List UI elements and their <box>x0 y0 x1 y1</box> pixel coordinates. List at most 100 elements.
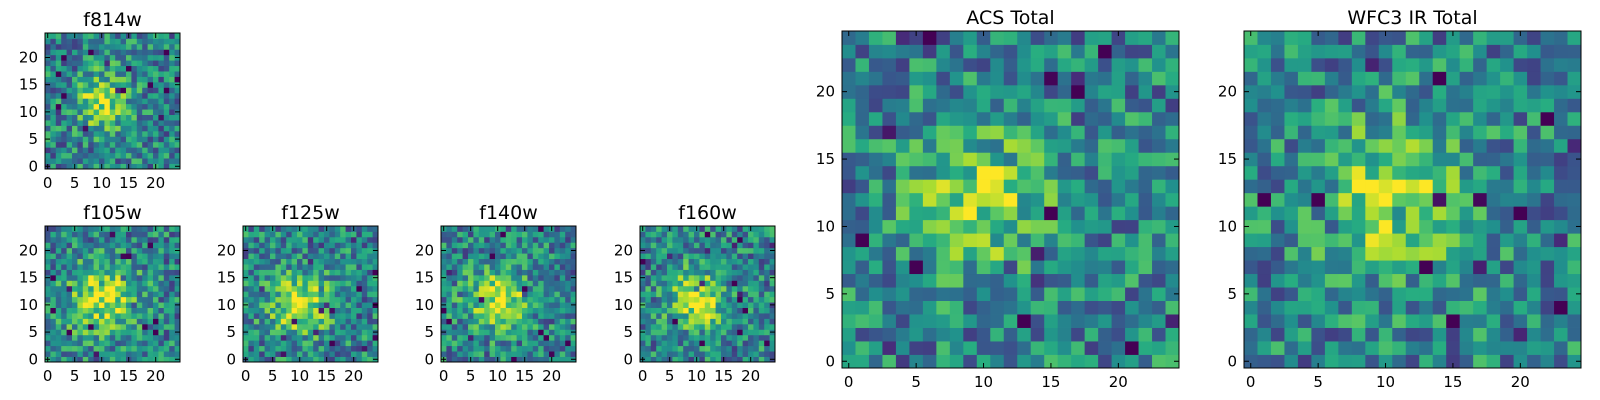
heatmap-cell <box>334 334 341 341</box>
heatmap-cell <box>109 307 116 314</box>
heatmap-cell <box>104 43 111 50</box>
heatmap-cell <box>248 280 255 287</box>
heatmap-cell <box>462 296 469 303</box>
heatmap-cell <box>489 231 496 238</box>
heatmap-cell <box>361 296 368 303</box>
heatmap-cell <box>710 291 716 298</box>
heatmap-cell <box>758 340 765 347</box>
heatmap-cell <box>559 296 566 303</box>
heatmap-cell <box>55 54 62 61</box>
heatmap-cell <box>88 92 94 99</box>
heatmap-cell <box>868 165 883 180</box>
heatmap-cell <box>1017 57 1032 72</box>
heatmap-cell <box>77 141 84 148</box>
heatmap-cell <box>704 318 711 325</box>
heatmap-cell <box>169 296 175 303</box>
heatmap-cell <box>120 302 127 308</box>
heatmap-cell <box>468 258 474 265</box>
heatmap-cell <box>489 318 496 325</box>
heatmap-cell <box>120 253 127 260</box>
heatmap-cell <box>1044 219 1059 234</box>
heatmap-cell <box>1017 152 1032 167</box>
heatmap-cell <box>77 98 84 105</box>
heatmap-cell <box>565 340 571 347</box>
heatmap-cell <box>661 334 668 341</box>
heatmap-cell <box>500 307 507 314</box>
heatmap-cell <box>82 253 89 260</box>
heatmap-cell <box>1500 287 1514 301</box>
heatmap-cell <box>500 318 507 325</box>
heatmap-cell <box>169 340 175 347</box>
heatmap-cell <box>667 296 673 303</box>
heatmap-cell <box>699 285 706 292</box>
heatmap-cell <box>243 307 249 314</box>
heatmap-cell <box>61 114 67 121</box>
heatmap-cell <box>104 136 111 143</box>
heatmap-cell <box>334 323 341 330</box>
heatmap-cell <box>527 351 534 357</box>
heatmap-cell <box>324 285 330 292</box>
heatmap-cell <box>949 219 964 234</box>
heatmap-cell <box>527 334 534 341</box>
heatmap-cell <box>1044 152 1059 167</box>
heatmap-cell <box>88 33 94 39</box>
heatmap-cell <box>710 307 716 314</box>
heatmap-cell <box>1365 125 1380 140</box>
heatmap-cell <box>45 65 51 72</box>
heatmap-cell <box>1084 192 1099 207</box>
heatmap-cell <box>532 329 539 336</box>
heatmap-cell <box>922 206 937 221</box>
heatmap-cell <box>527 313 534 319</box>
heatmap-cell <box>93 274 100 281</box>
heatmap-cell <box>115 38 121 45</box>
heatmap-cell <box>726 258 733 265</box>
heatmap-cell <box>142 158 148 164</box>
heatmap-cell <box>66 231 73 238</box>
heatmap-cell <box>489 340 496 347</box>
heatmap-cell <box>280 302 287 308</box>
heatmap-cell <box>61 130 67 137</box>
heatmap-cell <box>565 236 571 243</box>
heatmap-cell <box>109 247 116 254</box>
heatmap-cell <box>109 345 116 352</box>
heatmap-cell <box>50 103 57 110</box>
heatmap-cell <box>50 280 57 287</box>
heatmap-cell <box>356 226 363 232</box>
heatmap-cell <box>672 226 679 232</box>
heatmap-cell <box>120 274 127 281</box>
heatmap-cell <box>1473 31 1488 45</box>
heatmap-cell <box>882 273 897 288</box>
heatmap-cell <box>174 158 181 164</box>
heatmap-cell <box>50 329 57 336</box>
heatmap-cell <box>710 345 716 352</box>
heatmap-cell <box>715 231 722 238</box>
heatmap-cell <box>345 258 352 265</box>
heatmap-cell <box>554 323 561 330</box>
heatmap-cell <box>1111 273 1126 288</box>
heatmap-cell <box>291 247 298 254</box>
heatmap-cell <box>82 280 89 287</box>
heatmap-cell <box>1138 111 1153 126</box>
x-tick-label: 5 <box>911 373 921 391</box>
heatmap-cell <box>115 329 121 336</box>
heatmap-cell <box>511 356 517 363</box>
heatmap-cell <box>522 296 528 303</box>
heatmap-cell <box>270 269 276 276</box>
heatmap-cell <box>50 264 57 270</box>
heatmap-cell <box>1446 179 1461 194</box>
heatmap-cell <box>158 49 165 56</box>
heatmap-cell <box>1017 98 1032 113</box>
heatmap-cell <box>131 264 138 270</box>
heatmap-cell <box>50 334 57 341</box>
heatmap-cell <box>842 287 856 301</box>
heatmap-cell <box>748 351 754 357</box>
heatmap-cell <box>484 253 490 260</box>
heatmap-cell <box>565 291 571 298</box>
heatmap-cell <box>570 307 577 314</box>
heatmap-cell <box>163 253 170 260</box>
heatmap-cell <box>1003 111 1018 126</box>
heatmap-cell <box>77 60 84 67</box>
heatmap-cell <box>769 351 776 357</box>
heatmap-cell <box>1459 327 1474 342</box>
heatmap-cell <box>1446 84 1461 99</box>
